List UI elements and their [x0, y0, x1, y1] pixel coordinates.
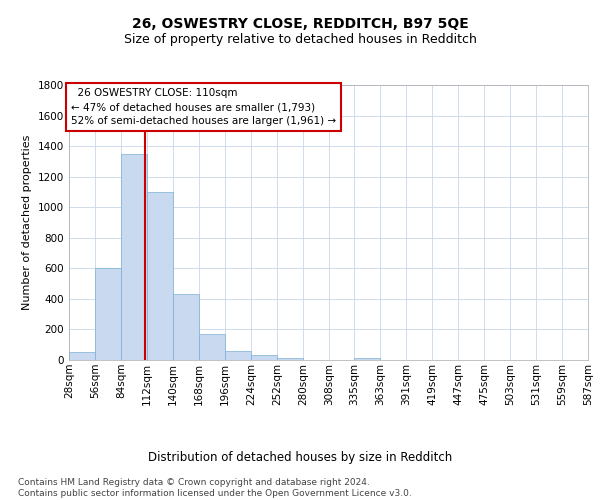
Text: 26 OSWESTRY CLOSE: 110sqm
← 47% of detached houses are smaller (1,793)
52% of se: 26 OSWESTRY CLOSE: 110sqm ← 47% of detac… [71, 88, 336, 126]
Bar [277, 358, 303, 360]
Bar [95, 268, 121, 360]
Bar [121, 154, 147, 360]
Bar [173, 294, 199, 360]
Bar [251, 354, 277, 360]
Bar [225, 351, 251, 360]
Bar [199, 334, 225, 360]
Text: Contains HM Land Registry data © Crown copyright and database right 2024.
Contai: Contains HM Land Registry data © Crown c… [18, 478, 412, 498]
Bar [147, 192, 173, 360]
Bar [69, 352, 95, 360]
Y-axis label: Number of detached properties: Number of detached properties [22, 135, 32, 310]
Text: 26, OSWESTRY CLOSE, REDDITCH, B97 5QE: 26, OSWESTRY CLOSE, REDDITCH, B97 5QE [131, 18, 469, 32]
Text: Size of property relative to detached houses in Redditch: Size of property relative to detached ho… [124, 32, 476, 46]
Bar [354, 358, 380, 360]
Text: Distribution of detached houses by size in Redditch: Distribution of detached houses by size … [148, 451, 452, 464]
